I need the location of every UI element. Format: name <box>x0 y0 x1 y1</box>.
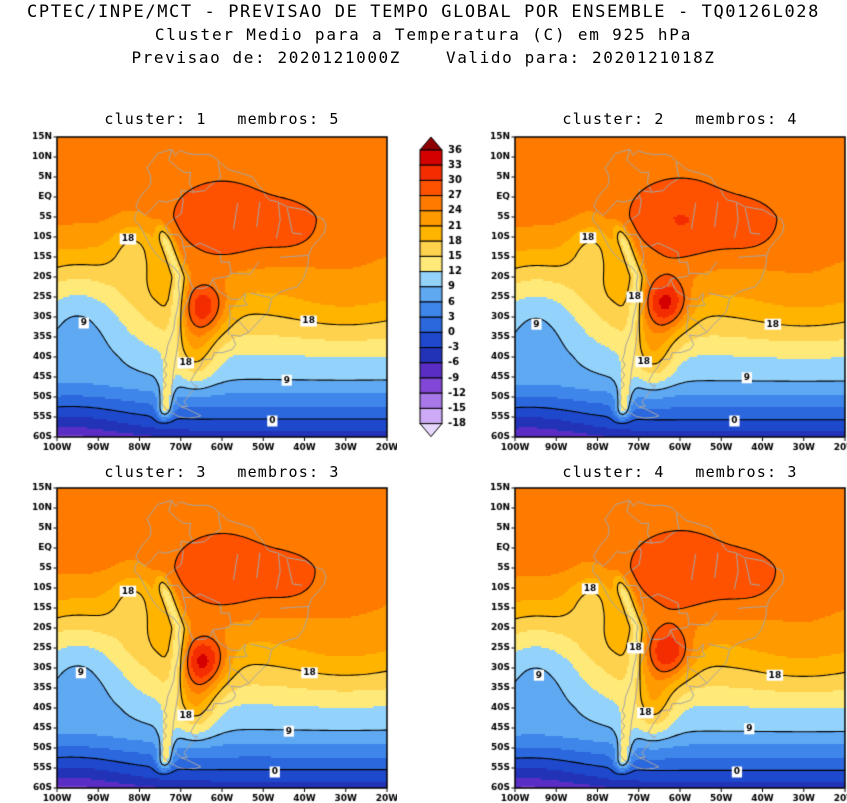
map-cluster-1 <box>21 129 397 461</box>
map-cluster-4 <box>479 480 847 803</box>
figure-subtitle: Cluster Medio para a Temperatura (C) em … <box>154 25 693 44</box>
figure-forecast-times: Previsao de: 2020121000Z Valido para: 20… <box>131 48 716 67</box>
map-cluster-2 <box>479 129 847 461</box>
panel-title-cluster-1: cluster: 1 membros: 5 <box>104 110 340 128</box>
panel-title-cluster-2: cluster: 2 membros: 4 <box>562 110 798 128</box>
figure-title: CPTEC/INPE/MCT - PREVISAO DE TEMPO GLOBA… <box>27 2 820 22</box>
map-cluster-3 <box>21 480 397 803</box>
panel-title-cluster-4: cluster: 4 membros: 3 <box>562 463 798 481</box>
temperature-colorbar <box>416 131 482 443</box>
panel-title-cluster-3: cluster: 3 membros: 3 <box>104 463 340 481</box>
